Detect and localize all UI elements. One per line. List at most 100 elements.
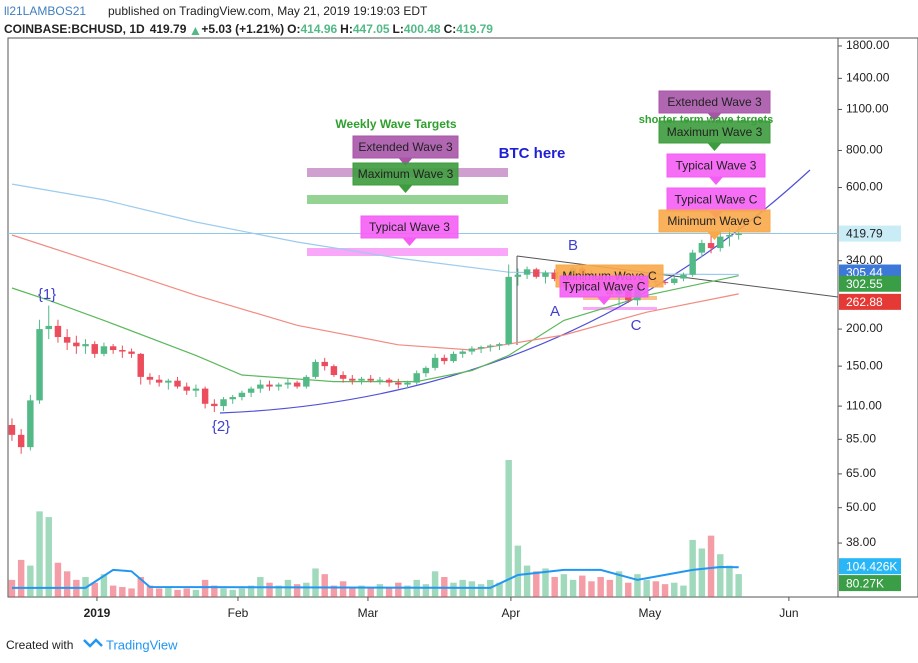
volume-bar xyxy=(477,584,485,597)
candle-body xyxy=(257,384,264,389)
volume-bar xyxy=(376,584,384,597)
volume-bar xyxy=(689,539,696,597)
volume-bar xyxy=(330,585,338,597)
annotation-text: A xyxy=(550,303,560,320)
candle-body xyxy=(312,361,319,377)
candle-body xyxy=(63,337,71,343)
volume-bar xyxy=(625,582,632,597)
annotation-label: Typical Wave 3 xyxy=(369,220,450,234)
candle-body xyxy=(735,233,742,236)
symbol-line: COINBASE:BCHUSD, 1D 419.79 +5.03 (+1.21%) O… xyxy=(4,22,493,36)
volume-bar xyxy=(238,588,246,597)
volume-bar xyxy=(551,577,558,597)
volume-bar xyxy=(155,588,163,597)
annotation-arrow xyxy=(707,143,722,151)
candle-body xyxy=(422,367,430,374)
candle-body xyxy=(542,272,549,277)
candle-body xyxy=(477,347,485,349)
candle-body xyxy=(183,386,190,391)
candle-body xyxy=(707,243,715,249)
annotation-label: Typical Wave C xyxy=(563,280,646,294)
volume-bar xyxy=(312,568,319,597)
change-arrow xyxy=(191,27,200,35)
moving-average xyxy=(11,275,739,383)
volume-bar xyxy=(367,588,374,597)
price-tag xyxy=(839,275,901,292)
ohlc-value: 400.48 xyxy=(404,22,441,36)
price-tag xyxy=(839,558,901,575)
candle-body xyxy=(496,344,503,346)
volume-bar xyxy=(339,581,347,597)
volume-bar xyxy=(735,574,742,597)
volume-bar xyxy=(36,511,43,597)
author[interactable]: ll21LAMBOS21 xyxy=(4,4,86,18)
plot-frame xyxy=(7,37,918,598)
annotation-text: BTC here xyxy=(499,145,566,162)
y-tick-label: 150.00 xyxy=(846,358,883,372)
annotation-text: B xyxy=(568,237,578,254)
candle-body xyxy=(395,382,402,385)
candle-body xyxy=(275,384,282,387)
annotation-text: C xyxy=(631,317,642,334)
volume-bar xyxy=(100,574,108,597)
price-tag-label: 419.79 xyxy=(846,227,883,241)
annotation-text: Weekly Wave Targets xyxy=(335,117,456,131)
volume-bar xyxy=(634,574,641,597)
volume-bar xyxy=(17,559,25,597)
volume-bar xyxy=(91,582,98,597)
candle-body xyxy=(174,380,181,387)
annotation-arrow xyxy=(398,185,413,193)
volume-bar xyxy=(707,535,715,597)
ohlc-field: O: xyxy=(287,22,300,36)
target-band xyxy=(583,307,657,310)
volume-bar xyxy=(45,517,52,597)
candle-body xyxy=(109,346,117,351)
y-tick-label: 340.00 xyxy=(846,253,883,267)
candle-body xyxy=(349,378,356,381)
candle-body xyxy=(293,382,301,387)
candle-body xyxy=(211,403,218,407)
volume-bar xyxy=(146,585,154,597)
price-tag xyxy=(839,575,901,592)
candle-body xyxy=(450,353,457,362)
y-tick-label: 110.00 xyxy=(846,398,882,412)
volume-bar xyxy=(128,588,135,597)
candle-body xyxy=(385,379,393,383)
footer-brand[interactable]: TradingView xyxy=(106,637,178,652)
candle-body xyxy=(367,378,374,381)
candle-body xyxy=(220,399,227,407)
annotation-label: Minimum Wave C xyxy=(667,214,762,228)
volume-bar xyxy=(523,565,531,597)
price-tag xyxy=(839,225,901,242)
candle-body xyxy=(551,272,558,280)
annotation-label: Typical Wave C xyxy=(675,193,758,207)
volume-bar xyxy=(321,574,328,597)
candle-body xyxy=(376,379,384,381)
volume-bar xyxy=(284,579,292,597)
candle-body xyxy=(266,384,273,387)
annotation-arrow xyxy=(709,177,723,185)
ohlc-value: 419.79 xyxy=(456,22,493,36)
candle-body xyxy=(155,379,163,383)
last-price: 419.79 xyxy=(150,22,187,36)
candle-body xyxy=(358,378,365,381)
candle-body xyxy=(119,350,126,352)
volume-bar xyxy=(579,575,586,597)
volume-bar xyxy=(569,579,577,597)
x-tick-label: Jun xyxy=(779,606,798,620)
y-tick-label: 200.00 xyxy=(846,321,883,335)
volume-bar xyxy=(533,571,540,597)
trendline xyxy=(516,255,838,298)
volume-bar xyxy=(303,582,310,597)
candle-body xyxy=(726,235,733,237)
candle-body xyxy=(689,252,696,275)
candle-body xyxy=(459,351,466,354)
annotation-text: {2} xyxy=(212,418,230,435)
volume-bar xyxy=(450,582,457,597)
volume-bar xyxy=(671,582,678,597)
x-tick-label: May xyxy=(639,606,662,620)
volume-bar xyxy=(109,585,117,597)
volume-bar xyxy=(395,582,402,597)
annotation-arrow xyxy=(398,158,413,166)
